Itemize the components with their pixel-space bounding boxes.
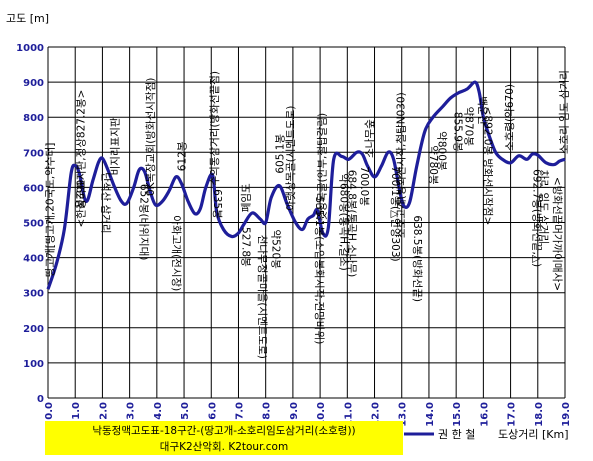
elevation-annotation: 비지리표지판	[110, 117, 122, 175]
elevation-annotation: 약520봉	[269, 229, 281, 269]
y-tick-label: 700	[23, 148, 44, 159]
x-tick-label: 15.0	[452, 402, 463, 427]
elevation-annotation: 약680봉(통곡H,갈초)	[337, 173, 350, 270]
elevation-annotation: 535.1봉(소입봉화시작,전망바위)	[313, 197, 326, 345]
y-axis-label: 고도 [m]	[6, 12, 49, 25]
y-tick-label: 200	[23, 324, 44, 335]
x-tick-label: 0.0	[44, 402, 55, 420]
elevation-annotation: 약870봉	[463, 107, 475, 147]
elevation-annotation: 수의동삼거리(방화선끝점)	[209, 71, 221, 185]
x-tick-label: 2.0	[98, 402, 109, 420]
elevation-annotation: 652봉(바위지대)	[137, 184, 150, 261]
elevation-annotation: 635봉	[211, 189, 223, 219]
grid-lines	[47, 46, 566, 399]
elevation-annotation: 638.5봉(방화선끝)	[411, 215, 423, 302]
elevation-annotation: 윗상목골(안부,철탑갈림)	[315, 113, 328, 221]
y-tick-label: 500	[23, 219, 44, 230]
x-tick-label: 6.0	[207, 402, 218, 420]
y-tick-label: 1000	[16, 43, 44, 54]
y-tick-labels: 0 100 200 300 400 500 600 700 800 900 1000	[16, 43, 44, 405]
elevation-annotation: 700.0봉	[358, 166, 370, 206]
elevation-annotation: 소호리 임도 삼거리	[558, 70, 571, 154]
y-tick-label: 800	[23, 113, 44, 124]
y-tick-label: 400	[23, 254, 44, 265]
legend-series-name: 권 한 철	[438, 428, 475, 441]
elevation-annotation: 605.1봉	[274, 134, 286, 174]
y-tick-label: 100	[23, 359, 44, 370]
x-tick-label: 9.0	[289, 402, 300, 420]
y-tick-label: 600	[23, 183, 44, 194]
x-tick-label: 8.0	[262, 402, 273, 420]
x-tick-label: 4.0	[153, 402, 164, 420]
y-tick-label: 300	[23, 289, 44, 300]
x-tick-label: 7.0	[234, 402, 245, 420]
elevation-annotation: 소나무숲	[364, 119, 376, 158]
elevation-annotation: 백운산	[476, 96, 488, 125]
elevation-annotation: <892.0봉 방화선시작점>	[482, 107, 494, 226]
elevation-annotation: 약800봉	[435, 131, 447, 171]
elevation-annotation: 소호령(약670)	[504, 84, 516, 151]
annotations: 땅고개[땅고개,20국도,약수터] 662봉<한성국표지판,정상827.2봉> 단석…	[44, 70, 570, 359]
elevation-annotation: 527.8봉	[239, 227, 251, 267]
elevation-annotation: <방화선끝머가까이매사>	[551, 177, 563, 291]
x-tick-label: 13.0	[398, 402, 409, 427]
elevation-annotation: 0K목장교회(방화선시작점)	[145, 78, 157, 196]
y-tick-label: 0	[37, 394, 44, 405]
x-tick-label: 11.0	[343, 402, 354, 427]
x-tick-label: 3.0	[126, 402, 137, 420]
x-tick-label: 16.0	[479, 402, 490, 427]
x-tick-label: 14.0	[425, 402, 436, 427]
elevation-annotation: 약780봉	[427, 145, 439, 185]
y-tick-label: 900	[23, 78, 44, 89]
elevation-annotation: 700.1봉(△언양303)	[389, 166, 401, 261]
elevation-annotation: <한성국표지판,정상827.2봉>	[76, 90, 88, 228]
x-tick-label: 19.0	[561, 402, 572, 427]
x-tick-label: 10.0	[316, 402, 327, 427]
elevation-annotation: 662봉	[73, 180, 85, 210]
x-tick-label: 17.0	[507, 402, 518, 427]
elevation-annotation: 단석산 삼거리	[99, 172, 111, 233]
elevation-annotation: 684.8봉(통곡H,소나무)	[346, 170, 358, 277]
caption-subtitle: 대구K2산악회. K2tour.com	[160, 441, 288, 453]
elevation-annotation: 아랫상목골(시멘트도로)	[285, 106, 297, 211]
x-tick-label: 5.0	[180, 402, 191, 420]
caption-box	[45, 421, 403, 455]
x-tick-label: 12.0	[371, 402, 382, 427]
elevation-annotation: 855.9봉	[452, 112, 464, 152]
x-axis-label: 도상거리 [Km]	[498, 428, 569, 441]
elevation-annotation: 아화고개(전시장)	[170, 215, 182, 291]
elevation-annotation: 천나무정골마을(시멘트도로)	[256, 235, 268, 359]
x-tick-labels: 0.0 1.0 2.0 3.0 4.0 5.0 6.0 7.0 8.0 9.0 10.0 11.0 12…	[44, 402, 572, 427]
elevation-annotation: 땅고개[땅고개,20국도,약수터]	[44, 143, 56, 278]
elevation-annotation: 692.7봉(방화선끝,△)	[531, 169, 543, 267]
caption-title: 낙동정맥고도표-18구간-(땅고개-소호리임도삼거리(소호령))	[92, 424, 355, 437]
x-tick-label: 1.0	[71, 402, 82, 420]
elevation-annotation: 612봉	[176, 141, 188, 171]
elevation-annotation: 소호고개(방화선시작,철탑N030)	[395, 92, 407, 238]
elevation-line	[46, 80, 566, 290]
elevation-annotation: 폐임도	[239, 183, 252, 212]
elevation-annotation: 차리 임도 삼거리	[537, 170, 550, 244]
x-tick-label: 18.0	[534, 402, 545, 427]
